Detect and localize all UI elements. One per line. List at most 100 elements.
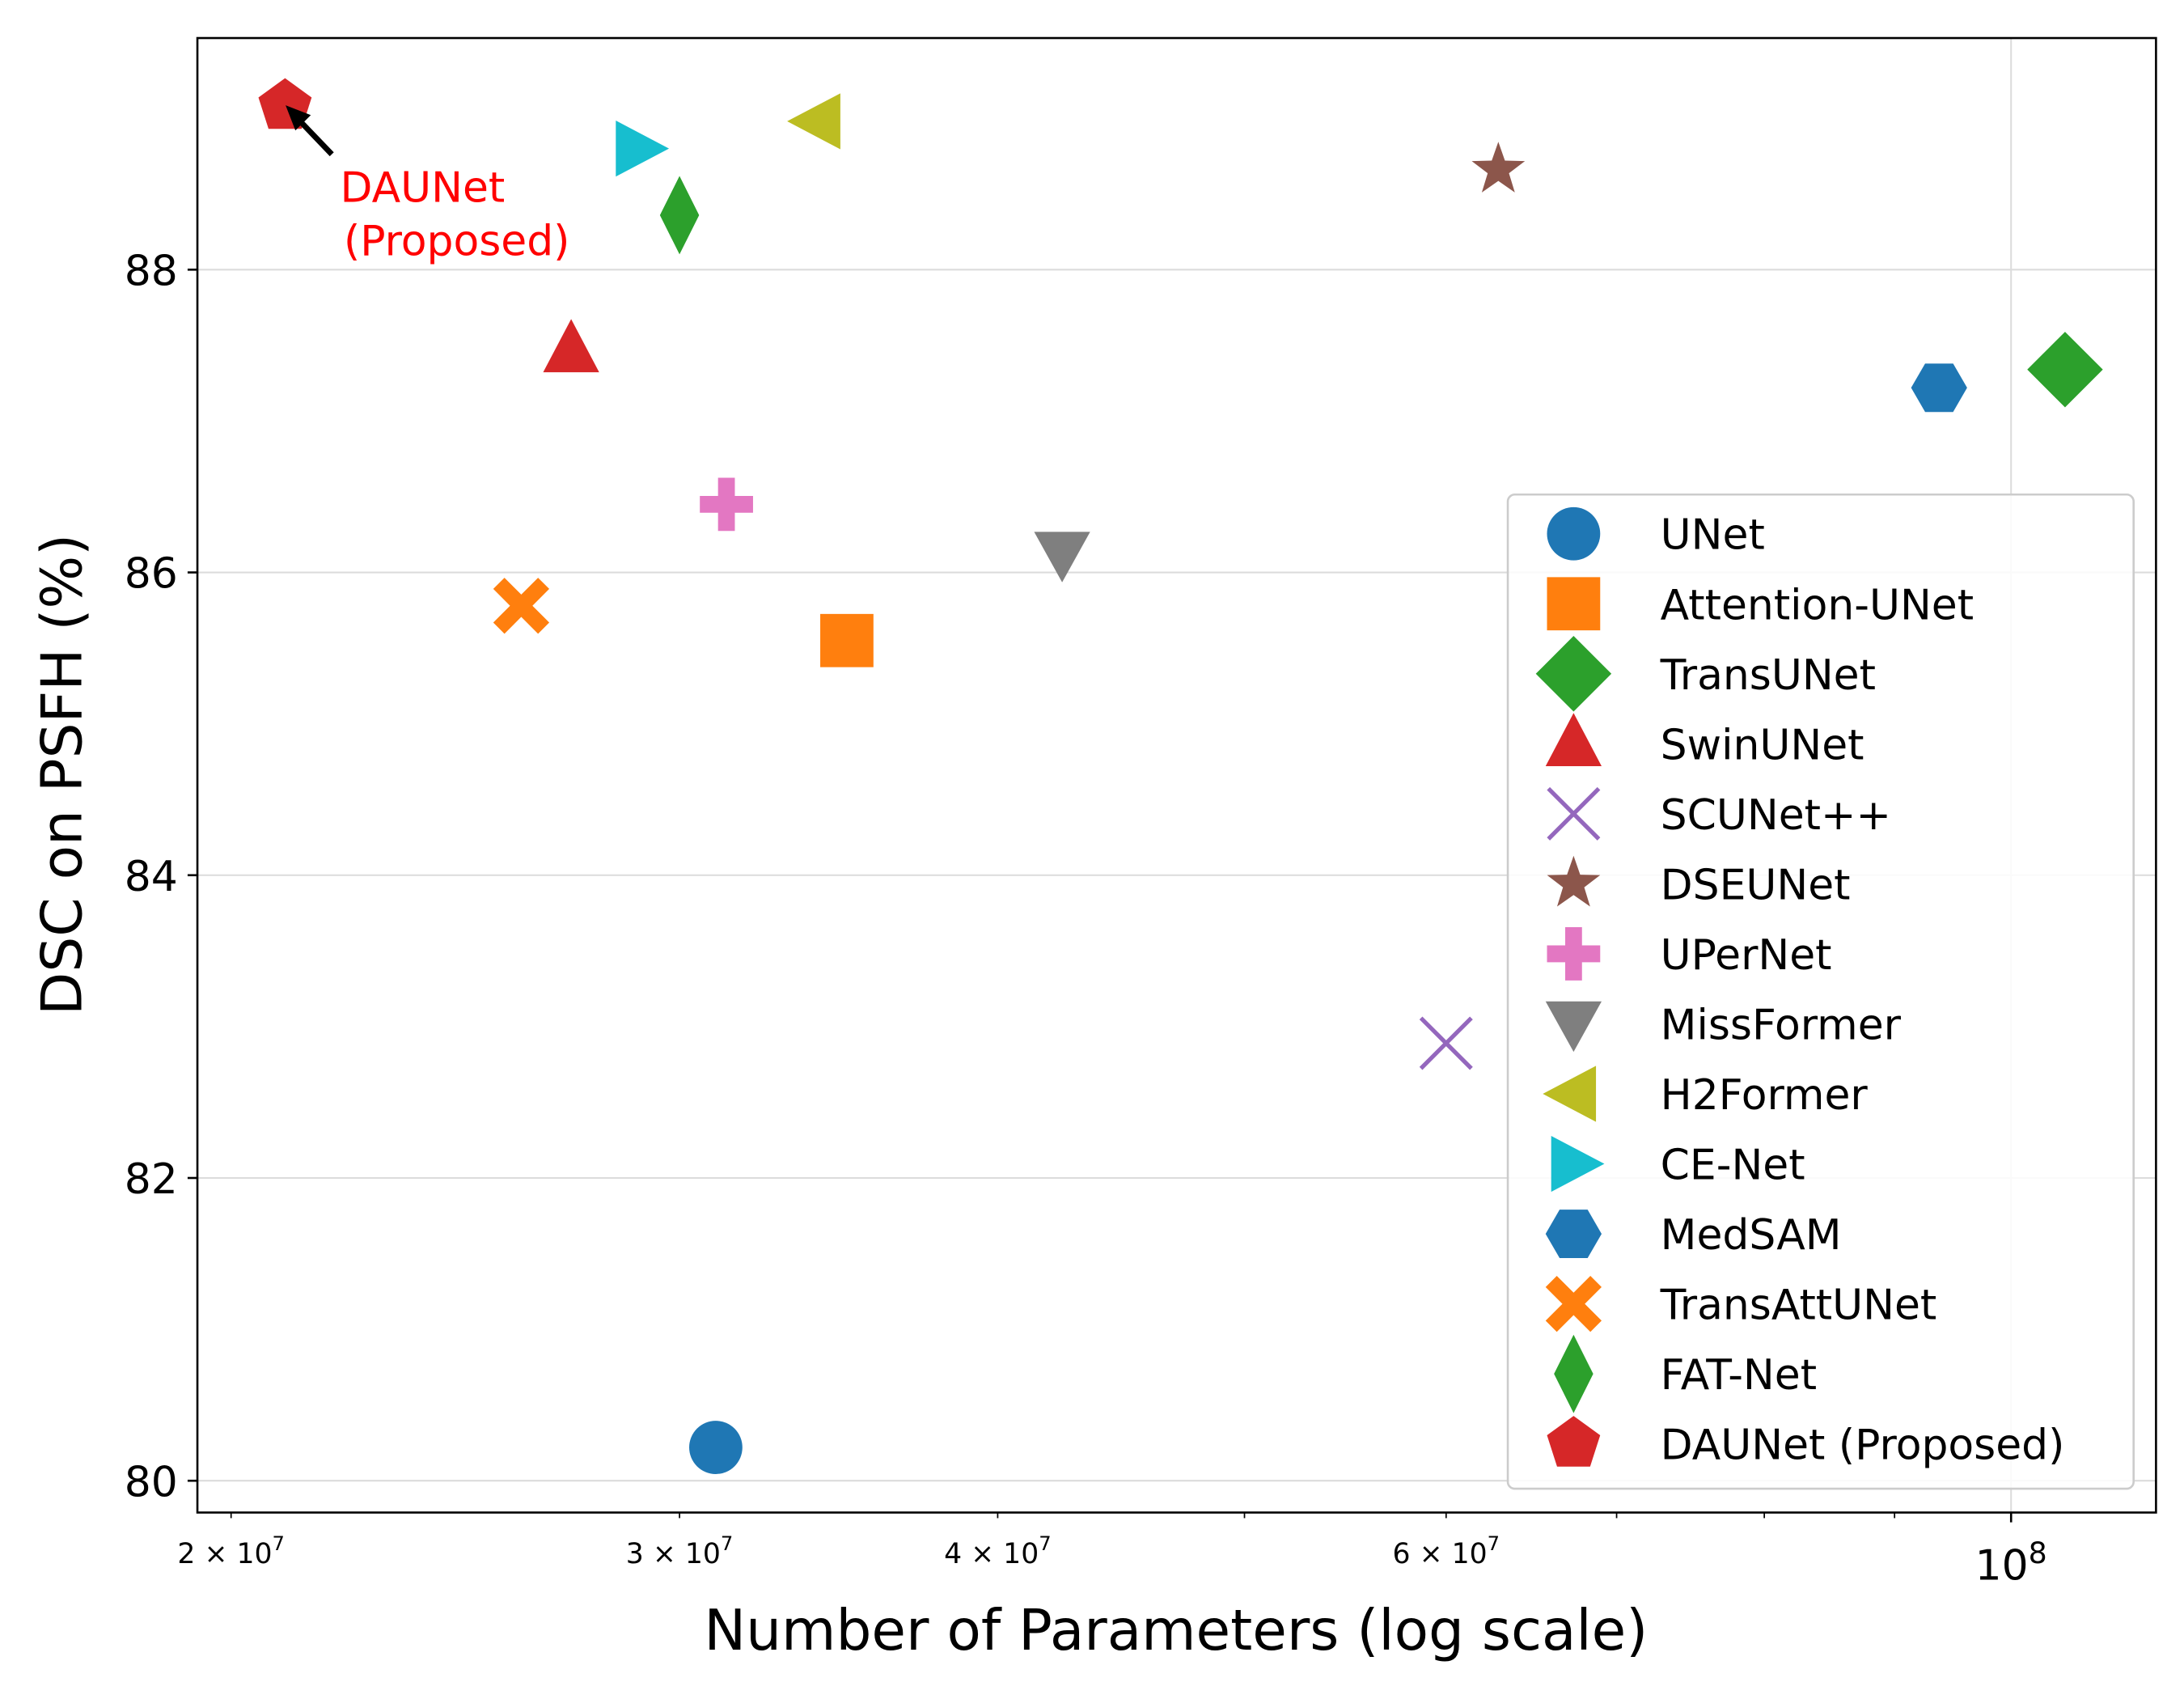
x-filled-shape bbox=[1545, 1276, 1602, 1333]
x-filled-shape bbox=[493, 578, 550, 634]
triangle-shape bbox=[1545, 1001, 1602, 1053]
legend-item: SwinUNet bbox=[1545, 713, 1864, 769]
legend-label: SwinUNet bbox=[1661, 721, 1864, 769]
legend-label: SCUNet++ bbox=[1661, 791, 1891, 840]
data-point-ce-net bbox=[616, 120, 670, 177]
legend: UNet Attention-UNet TransUNet SwinUNet SCUNe… bbox=[1506, 493, 2135, 1490]
triangle-shape bbox=[1545, 713, 1602, 767]
legend-item: H2Former bbox=[1543, 1066, 1869, 1122]
diamond-marker bbox=[1535, 636, 1612, 712]
annotation-arrow-head bbox=[286, 105, 311, 131]
plus-shape bbox=[700, 477, 753, 532]
plus-shape bbox=[1547, 927, 1601, 981]
plot-frame bbox=[196, 36, 2157, 1514]
triangle-down-marker bbox=[1545, 1001, 1602, 1053]
data-point-swinunet bbox=[543, 319, 599, 373]
legend-label: TransUNet bbox=[1660, 651, 1876, 700]
legend-label: TransAttUNet bbox=[1660, 1282, 1937, 1330]
data-point-dseunet bbox=[1471, 142, 1526, 193]
square-shape bbox=[820, 613, 874, 667]
legend-label: DSEUNet bbox=[1661, 861, 1851, 909]
x-tick-label: 2 × 107 bbox=[177, 1532, 284, 1570]
data-point-attention-unet bbox=[820, 613, 874, 667]
thin-diamond-shape bbox=[1554, 1334, 1594, 1413]
legend-label: UNet bbox=[1661, 511, 1765, 560]
thin-diamond-marker bbox=[1554, 1334, 1594, 1413]
pentagon-shape bbox=[1547, 1416, 1601, 1467]
data-point-h2former bbox=[787, 93, 840, 150]
legend-item: UPerNet bbox=[1547, 927, 1832, 981]
legend-label: DAUNet (Proposed) bbox=[1661, 1421, 2065, 1470]
data-point-upernet bbox=[700, 477, 753, 532]
legend-label: UPerNet bbox=[1661, 931, 1832, 980]
diamond-shape bbox=[1535, 636, 1612, 712]
x-filled-marker bbox=[1545, 1276, 1602, 1333]
legend-item: UNet bbox=[1547, 506, 1765, 561]
y-tick-label: 88 bbox=[125, 247, 178, 295]
x-marker bbox=[1547, 786, 1601, 841]
data-point-scunet bbox=[1419, 1016, 1473, 1070]
x-tick-label: 4 × 107 bbox=[944, 1532, 1051, 1570]
annotation-arrow-shaft bbox=[296, 117, 334, 157]
legend-label: MissFormer bbox=[1661, 1002, 1902, 1050]
y-tick-label: 84 bbox=[125, 853, 178, 901]
legend-item: DAUNet (Proposed) bbox=[1547, 1416, 2065, 1470]
annotation-line2: (Proposed) bbox=[330, 217, 569, 265]
legend-item: FAT-Net bbox=[1554, 1334, 1817, 1413]
triangle-shape bbox=[1551, 1135, 1605, 1193]
legend-item: Attention-UNet bbox=[1547, 577, 1974, 631]
circle-marker bbox=[1547, 506, 1601, 561]
x-shape bbox=[1547, 786, 1601, 841]
axis-ticks: 80 82 84 86 88 2 × 107 3 × 107 4 × 107 6 × 107 10… bbox=[125, 247, 2047, 1590]
y-tick-label: 82 bbox=[125, 1155, 178, 1204]
data-point-medsam bbox=[1911, 363, 1967, 413]
triangle-shape bbox=[1034, 532, 1090, 583]
x-tick-label: 6 × 107 bbox=[1393, 1532, 1500, 1570]
legend-label: MedSAM bbox=[1661, 1211, 1842, 1260]
annotation-line1: DAUNet bbox=[341, 164, 506, 213]
star-shape bbox=[1471, 142, 1526, 193]
legend-label: FAT-Net bbox=[1661, 1351, 1817, 1400]
square-shape bbox=[1547, 577, 1601, 631]
triangle-shape bbox=[543, 319, 599, 373]
legend-item: DSEUNet bbox=[1547, 855, 1851, 909]
thin-diamond-shape bbox=[659, 176, 700, 255]
x-shape bbox=[1419, 1016, 1473, 1070]
hexagon-marker bbox=[1545, 1210, 1602, 1259]
x-tick-label: 3 × 107 bbox=[626, 1532, 733, 1570]
triangle-left-marker bbox=[1543, 1066, 1597, 1122]
x-tick-label: 108 bbox=[1975, 1536, 2047, 1591]
legend-label: H2Former bbox=[1661, 1071, 1869, 1120]
pentagon-marker bbox=[1547, 1416, 1601, 1467]
circle-shape bbox=[1547, 506, 1601, 561]
data-points bbox=[258, 78, 2103, 1474]
data-point-transattunet bbox=[493, 578, 550, 634]
legend-item: CE-Net bbox=[1551, 1135, 1805, 1193]
legend-item: TransUNet bbox=[1535, 636, 1876, 712]
star-marker bbox=[1547, 855, 1601, 907]
legend-frame bbox=[1506, 493, 2135, 1490]
data-point-fat-net bbox=[659, 176, 700, 255]
y-axis-label: DSC on PSFH (%) bbox=[30, 534, 95, 1015]
triangle-right-marker bbox=[1551, 1135, 1605, 1193]
annotation: DAUNet (Proposed) bbox=[286, 105, 569, 265]
y-tick-label: 80 bbox=[125, 1458, 178, 1506]
y-tick-label: 86 bbox=[125, 550, 178, 599]
circle-shape bbox=[689, 1421, 743, 1474]
legend-item: TransAttUNet bbox=[1545, 1276, 1937, 1333]
triangle-shape bbox=[787, 93, 840, 150]
hexagon-shape bbox=[1545, 1210, 1602, 1259]
legend-item: MissFormer bbox=[1545, 1001, 1902, 1053]
data-point-unet bbox=[689, 1421, 743, 1474]
legend-item: MedSAM bbox=[1545, 1210, 1842, 1260]
square-marker bbox=[1547, 577, 1601, 631]
data-point-missformer bbox=[1034, 532, 1090, 583]
star-shape bbox=[1547, 855, 1601, 907]
diamond-shape bbox=[2027, 332, 2103, 408]
legend-label: Attention-UNet bbox=[1661, 581, 1974, 629]
data-point-transunet bbox=[2027, 332, 2103, 408]
triangle-shape bbox=[1543, 1066, 1597, 1122]
plus-filled-marker bbox=[1547, 927, 1601, 981]
triangle-up-marker bbox=[1545, 713, 1602, 767]
